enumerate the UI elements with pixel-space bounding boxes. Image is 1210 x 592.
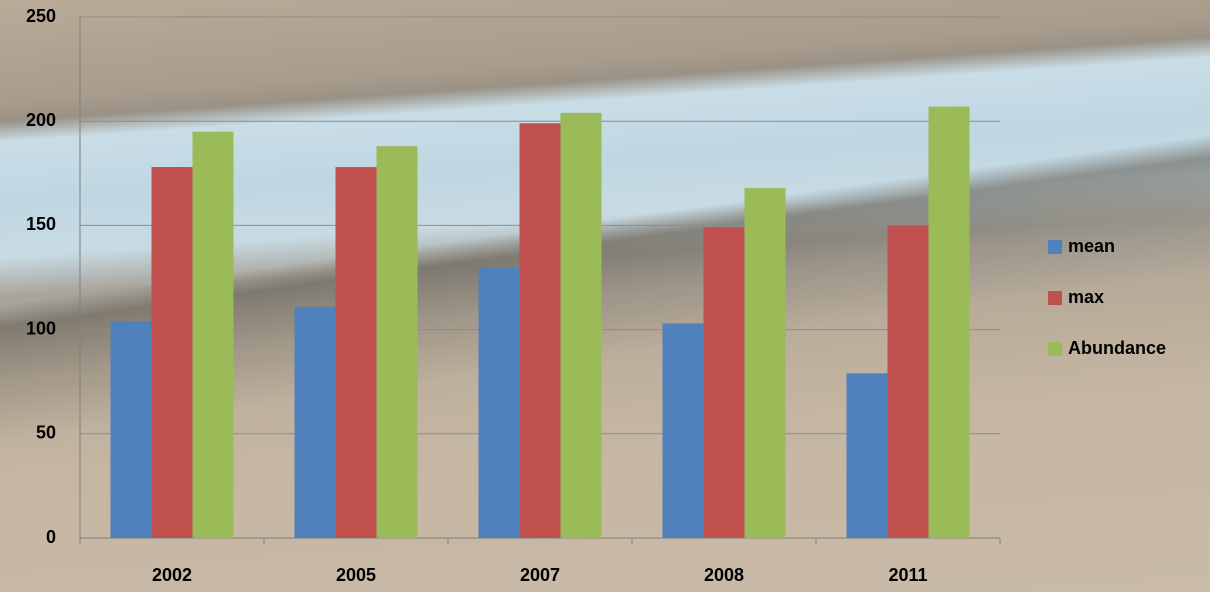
legend-label: mean: [1068, 236, 1115, 256]
y-tick-label: 200: [26, 110, 56, 130]
y-tick-label: 0: [46, 527, 56, 547]
bar: [663, 323, 704, 538]
bar: [520, 123, 561, 538]
bar: [152, 167, 193, 538]
legend-swatch: [1048, 342, 1062, 356]
bar: [479, 267, 520, 538]
bar: [929, 107, 970, 538]
legend-swatch: [1048, 291, 1062, 305]
x-tick-label: 2002: [152, 565, 192, 585]
legend-label: max: [1068, 287, 1104, 307]
legend-swatch: [1048, 240, 1062, 254]
bar: [295, 307, 336, 538]
bar: [111, 321, 152, 538]
bar: [336, 167, 377, 538]
bar: [193, 132, 234, 538]
x-tick-label: 2007: [520, 565, 560, 585]
legend-label: Abundance: [1068, 338, 1166, 358]
bar: [561, 113, 602, 538]
y-tick-label: 150: [26, 214, 56, 234]
y-tick-label: 50: [36, 423, 56, 443]
bar: [704, 227, 745, 538]
chart: 0 50 100 150 200 250 2002 2005 2007 2008 2011 mean m…: [0, 0, 1210, 592]
y-tick-label: 250: [26, 6, 56, 26]
x-tick-label: 2005: [336, 565, 376, 585]
bar: [888, 225, 929, 538]
bar: [745, 188, 786, 538]
y-tick-label: 100: [26, 318, 56, 338]
bar: [377, 146, 418, 538]
bar: [847, 373, 888, 538]
x-tick-label: 2011: [888, 565, 927, 585]
x-tick-label: 2008: [704, 565, 744, 585]
page: 0 50 100 150 200 250 2002 2005 2007 2008 2011 mean m…: [0, 0, 1210, 592]
